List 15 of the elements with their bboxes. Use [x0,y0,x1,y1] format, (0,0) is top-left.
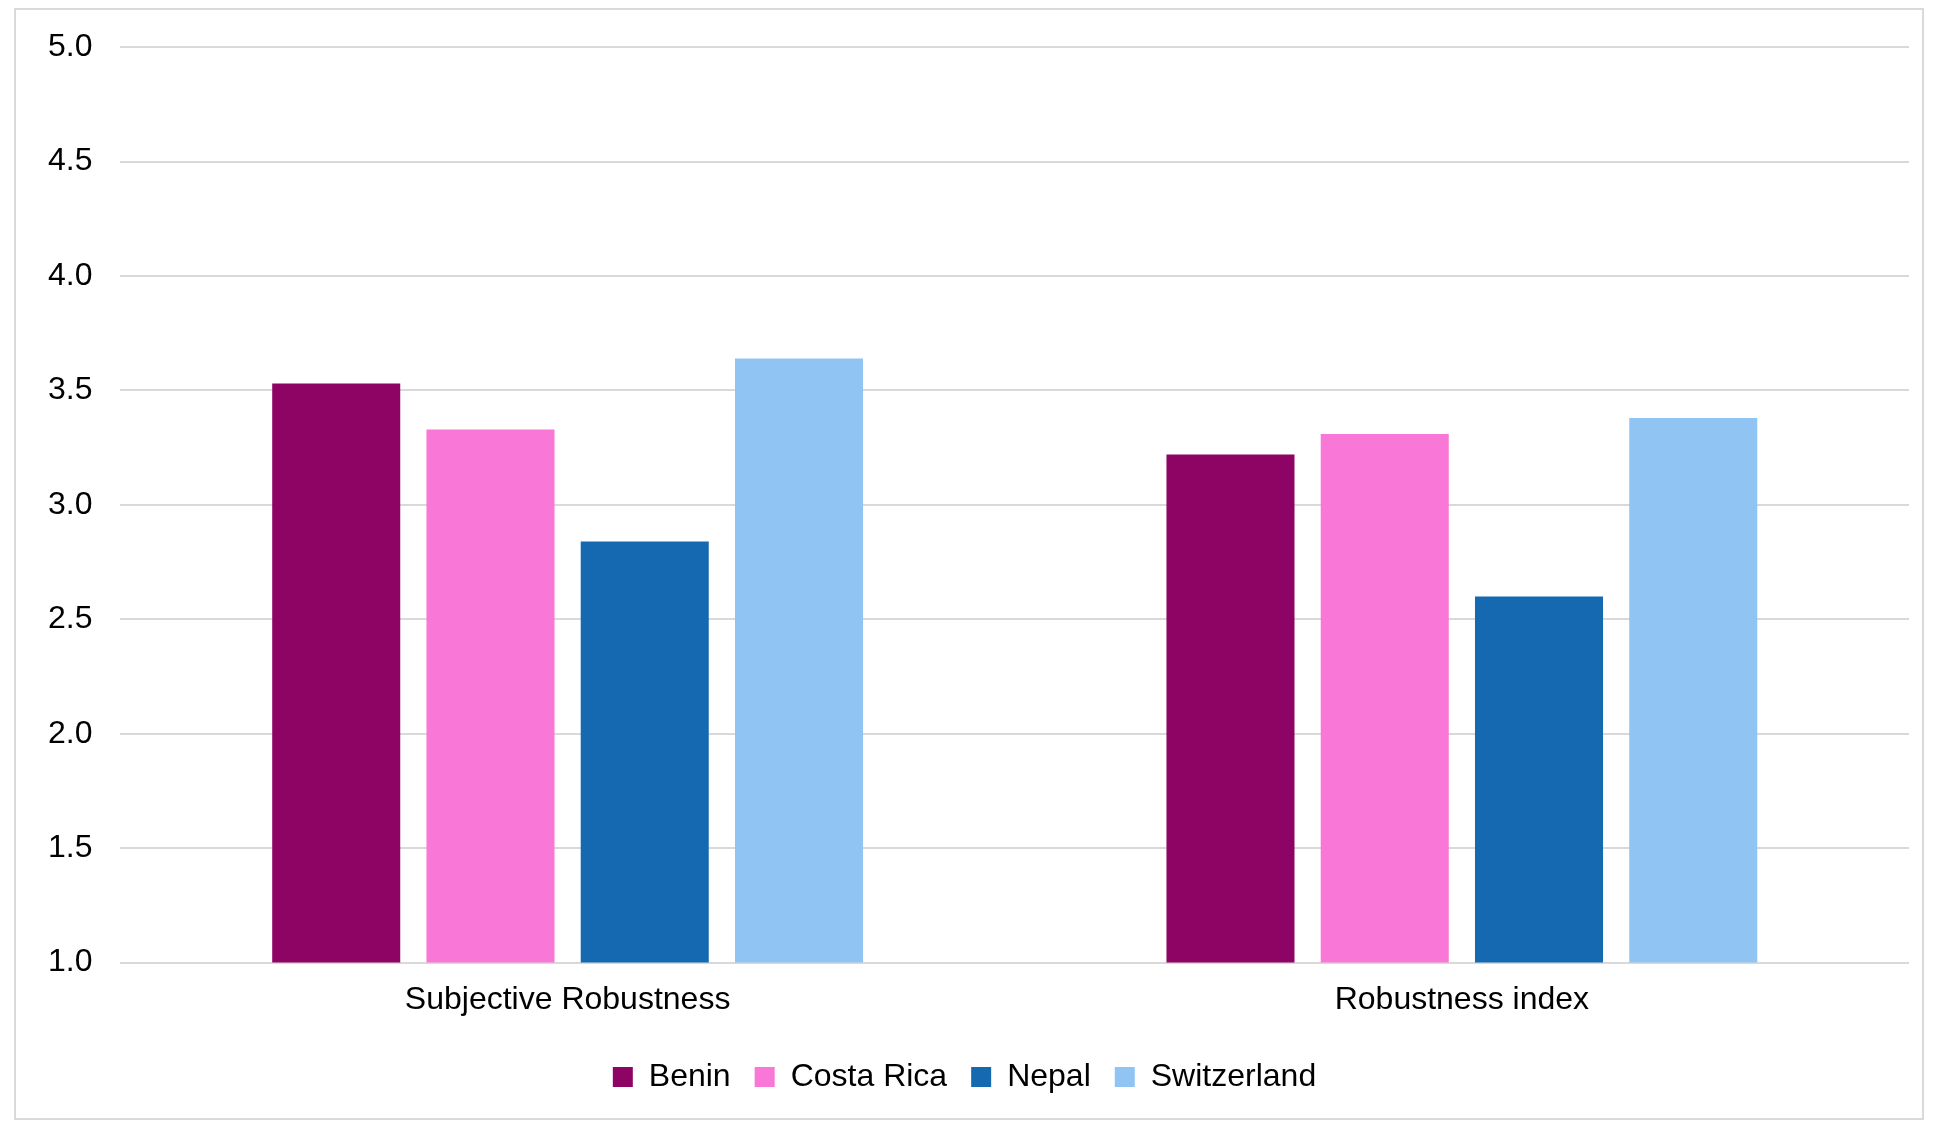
legend-label: Switzerland [1150,1056,1317,1093]
legend-label: Costa Rica [790,1056,948,1093]
y-tick-label: 2.0 [48,713,93,750]
x-tick-label: Subjective Robustness [404,979,731,1016]
y-tick-label: 3.5 [48,370,93,407]
y-tick-label: 3.0 [48,484,93,521]
y-tick-label: 4.5 [48,141,93,178]
legend-label: Nepal [1007,1056,1091,1093]
y-tick-label: 5.0 [48,27,93,64]
y-tick-label: 4.0 [48,255,93,292]
y-tick-label: 1.5 [48,828,93,864]
legend-label: Benin [648,1056,731,1093]
y-tick-label: 2.5 [48,599,93,636]
y-tick-label: 1.0 [48,942,93,979]
x-tick-label: Robustness index [1334,979,1590,1016]
